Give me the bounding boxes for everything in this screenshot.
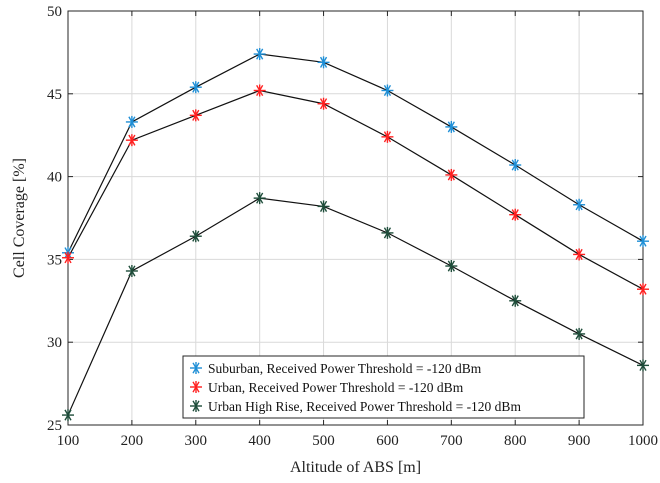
data-point (189, 230, 202, 243)
data-point (637, 359, 649, 372)
x-tick-label: 900 (568, 433, 591, 449)
data-point (445, 168, 458, 181)
legend-marker-suburban (190, 362, 202, 374)
legend: Suburban, Received Power Threshold = -12… (182, 355, 585, 419)
data-point (573, 327, 586, 340)
data-point (509, 208, 522, 221)
data-point (189, 109, 202, 122)
legend-label-urban: Urban, Received Power Threshold = -120 d… (208, 380, 464, 395)
data-point (381, 84, 394, 97)
ticks-layer: 100 200 300 400 500 600 700 800 900 1000 25 30 35 40 4… (47, 4, 658, 449)
data-point (381, 130, 394, 143)
data-point (573, 198, 586, 211)
x-tick-label: 500 (312, 433, 335, 449)
data-point (253, 84, 266, 97)
data-point (445, 260, 458, 273)
series-1 (62, 84, 649, 296)
data-point (189, 81, 202, 94)
x-tick-label: 400 (248, 433, 271, 449)
data-point (509, 294, 522, 307)
legend-label-suburban: Suburban, Received Power Threshold = -12… (208, 361, 482, 376)
data-point (317, 56, 330, 69)
series-2 (62, 192, 649, 422)
y-tick-label: 50 (47, 4, 62, 20)
x-axis-label: Altitude of ABS [m] (290, 459, 421, 476)
data-point (253, 48, 266, 61)
y-tick-label: 35 (47, 252, 62, 268)
data-point (125, 134, 138, 147)
data-point (62, 409, 74, 422)
legend-entry-suburban: Suburban, Received Power Threshold = -12… (190, 361, 482, 376)
plot-frame (67, 10, 644, 426)
legend-entry-urban-high-rise: Urban High Rise, Received Power Threshol… (190, 399, 521, 414)
legend-asterisk-icon (190, 362, 202, 374)
x-tick-label: 300 (185, 433, 208, 449)
legend-entry-urban: Urban, Received Power Threshold = -120 d… (190, 380, 464, 395)
x-tick-label: 1000 (628, 433, 658, 449)
data-point (637, 235, 649, 248)
data-point (317, 97, 330, 110)
y-tick-label: 45 (47, 87, 62, 103)
data-point (125, 264, 138, 277)
data-point (125, 115, 138, 128)
x-tick-label: 800 (504, 433, 527, 449)
x-tick-label: 100 (57, 433, 80, 449)
legend-box (182, 355, 585, 419)
data-point (573, 248, 586, 261)
data-point (509, 159, 522, 172)
series-line (67, 197, 644, 416)
legend-marker-urban-high-rise (190, 400, 202, 412)
data-point (62, 251, 74, 264)
y-tick-label: 25 (47, 418, 62, 434)
x-tick-label: 200 (121, 433, 144, 449)
x-tick-label: 600 (376, 433, 399, 449)
legend-asterisk-icon (190, 381, 202, 393)
data-point (317, 200, 330, 213)
legend-asterisk-icon (190, 400, 202, 412)
legend-label-urban-high-rise: Urban High Rise, Received Power Threshol… (208, 399, 521, 414)
series-layer (62, 48, 649, 422)
series-0 (62, 48, 649, 259)
x-tick-label: 700 (440, 433, 463, 449)
y-tick-label: 40 (47, 170, 62, 186)
data-point (381, 226, 394, 239)
y-tick-label: 30 (47, 335, 62, 351)
data-point (253, 192, 266, 205)
series-line (67, 53, 644, 254)
series-line (67, 89, 644, 290)
legend-marker-urban (190, 381, 202, 393)
data-point (637, 283, 649, 296)
data-point (445, 120, 458, 133)
y-axis-label: Cell Coverage [%] (11, 158, 28, 278)
